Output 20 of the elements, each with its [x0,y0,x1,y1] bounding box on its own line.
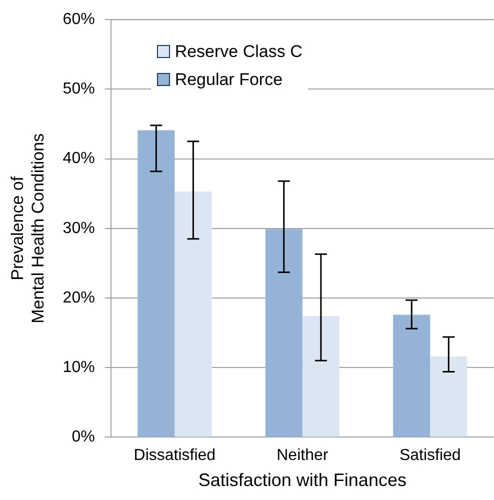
y-tick-label: 60% [62,11,95,28]
bar [430,356,468,437]
y-tick-label: 20% [62,289,95,306]
bar [138,130,175,437]
bar [302,316,340,437]
bar [265,229,302,437]
bar [174,192,212,437]
y-axis-title: Prevalence of Mental Health Conditions [8,133,48,324]
legend-label: Reserve Class C [174,42,302,62]
y-tick-label: 10% [62,359,95,376]
y-tick-label: 40% [62,150,95,168]
x-axis-title: Satisfaction with Finances [198,470,406,490]
y-tick-label: 0% [72,428,95,446]
x-tick-label: Satisfied [399,447,461,464]
legend-label: Regular Force [174,70,283,90]
y-tick-label: 50% [62,80,95,98]
x-tick-label: Neither [276,447,329,464]
bar [393,314,430,437]
y-tick-label: 30% [62,220,95,237]
x-tick-label: Dissatisfied [134,447,216,464]
